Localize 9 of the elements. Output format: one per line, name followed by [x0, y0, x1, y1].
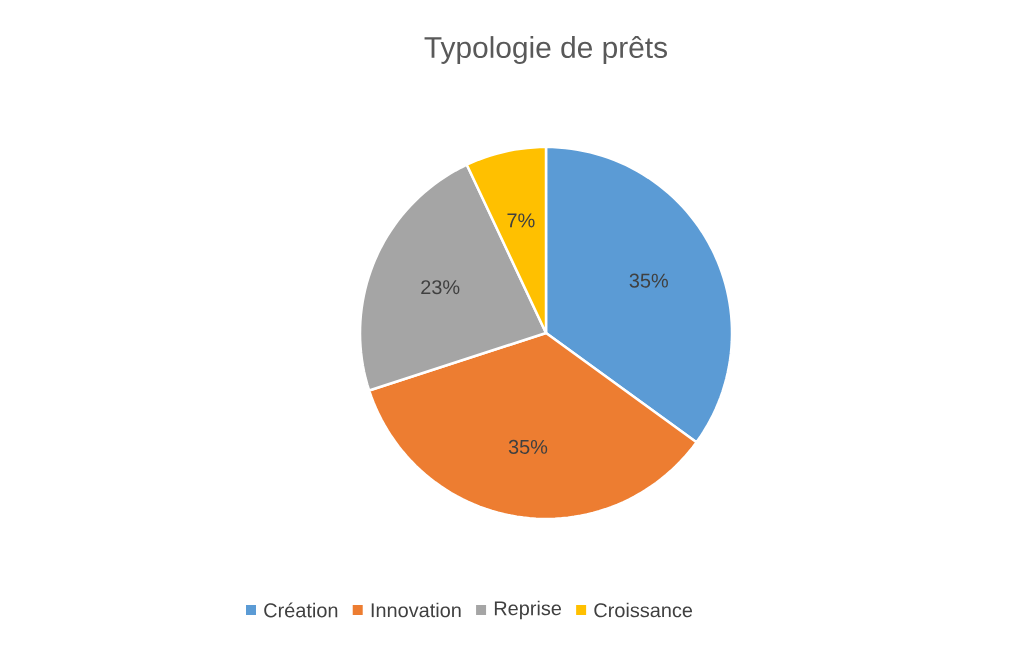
data-label: 35%	[629, 273, 668, 288]
legend-label: Création	[264, 602, 338, 618]
chart-title: Typologie de prêts	[424, 36, 667, 64]
data-label: 23%	[421, 280, 460, 295]
legend-label: Reprise	[494, 600, 562, 620]
legend-label: Croissance	[594, 602, 693, 618]
legend-label: Innovation	[371, 602, 461, 618]
data-label: 7%	[507, 213, 535, 228]
data-label: 35%	[508, 439, 548, 454]
